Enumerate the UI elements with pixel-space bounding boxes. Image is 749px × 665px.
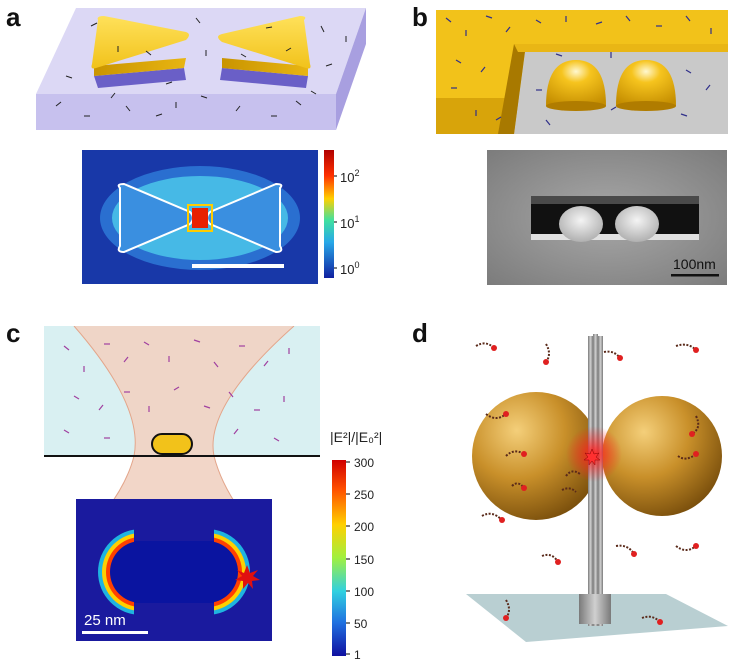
nanorod: [151, 433, 193, 455]
purple-dipoles: [63, 339, 290, 442]
cb-a-tick-1: 101: [340, 214, 359, 231]
panel-d-origami-illustration: [466, 334, 728, 642]
cb-a-tick-0: 100: [340, 260, 359, 277]
cb-c-tick-1: 1: [354, 648, 361, 660]
sem-scalebar-label: 100nm: [673, 256, 716, 272]
cb-c-tick-50: 50: [354, 617, 368, 631]
dye-star-icon: [583, 448, 601, 466]
sem-particle-left: [559, 206, 603, 242]
panel-d-letter: d: [412, 318, 428, 348]
panel-c-colorbar: |E²|/|E₀²| 300 250 200 150 100 50 1: [330, 429, 382, 660]
focused-beam: [74, 326, 294, 540]
panel-b-dimer-illustration: [436, 10, 728, 134]
scale-bar: [192, 264, 284, 268]
right-triangle-base: [220, 68, 308, 88]
substrate-top: [36, 8, 366, 94]
panel-b-sem-image: 100nm: [487, 150, 727, 285]
panel-a-colorbar: 102 101 100: [324, 150, 359, 278]
dome-right: [616, 60, 676, 106]
panel-a-letter: a: [6, 2, 21, 32]
cb-c-tick-150: 150: [354, 553, 374, 567]
panel-a-bowtie-illustration: [36, 8, 366, 130]
blue-dipoles: [445, 15, 712, 126]
left-triangle-base: [94, 68, 186, 88]
cb-c-tick-200: 200: [354, 520, 374, 534]
dipole-arrows: [55, 17, 347, 117]
substrate-front: [36, 94, 336, 130]
left-triangle-side: [94, 58, 186, 76]
substrate-side: [336, 8, 366, 130]
sem-scalebar: [671, 274, 719, 277]
cb-c-title: |E²|/|E₀²|: [330, 429, 382, 445]
right-triangle-side: [222, 58, 308, 76]
hot-spot: [192, 208, 208, 228]
cb-c-tick-100: 100: [354, 585, 374, 599]
panel-c-nanorod-illustration: [44, 326, 320, 540]
cb-a-tick-2: 102: [340, 168, 359, 185]
panel-b-letter: b: [412, 2, 428, 32]
gold-sphere-left: [472, 392, 600, 520]
dome-left: [546, 60, 606, 106]
sem-particle-right: [615, 206, 659, 242]
emitter-star-icon: [235, 565, 260, 589]
cb-c-tick-250: 250: [354, 488, 374, 502]
panel-c-letter: c: [6, 318, 21, 348]
cb-c-tick-300: 300: [354, 456, 374, 470]
panel-c-field-map: 25 nm: [76, 499, 272, 641]
left-triangle-top: [91, 16, 189, 69]
field-c-scalebar: [82, 631, 148, 634]
gold-sphere-right: [602, 396, 722, 516]
field-c-scalebar-label: 25 nm: [84, 612, 126, 629]
right-triangle-top: [218, 16, 311, 69]
panel-a-field-map: [82, 150, 318, 284]
